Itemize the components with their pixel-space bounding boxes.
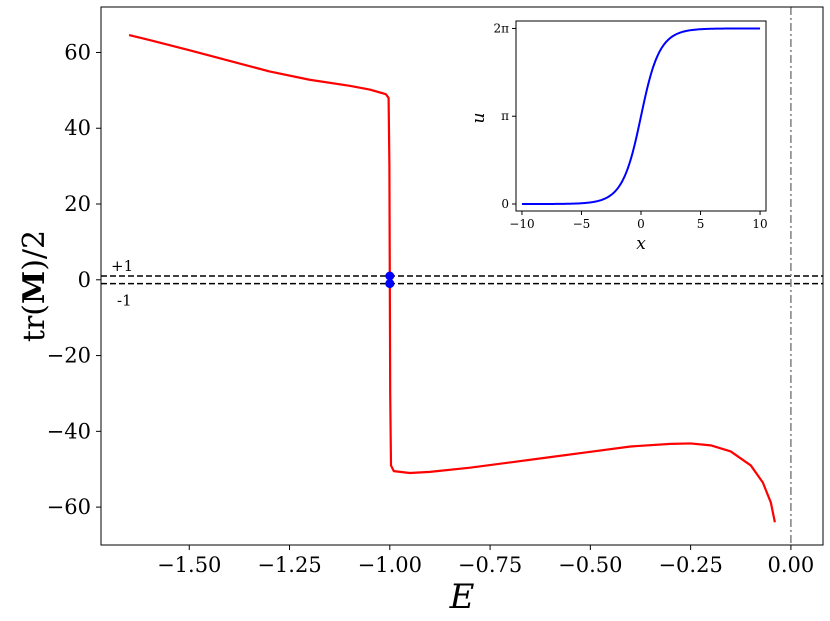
inset-x-tick-label: 10 [752, 217, 767, 231]
x-tick-label: −1.50 [157, 553, 221, 577]
x-tick-label: −0.50 [558, 553, 622, 577]
y-tick-label: −60 [47, 495, 91, 519]
x-tick-label: −0.25 [658, 553, 722, 577]
main-y-axis-label: tr(M)/2 [17, 230, 52, 342]
y-label-prefix: tr( [17, 304, 52, 342]
main-plot-frame [100, 6, 824, 546]
main-y-ticks: 60 40 20 0 −20 −40 −60 [47, 40, 101, 519]
y-tick-label: 40 [64, 116, 91, 140]
inset-x-tick-label: −10 [509, 217, 534, 231]
inset-y-tick-label: π [501, 109, 509, 123]
series-line-0 [128, 33, 776, 523]
main-plot: −1.50 −1.25 −1.00 −0.75 −0.50 −0.25 0.00 60 40 2… [17, 6, 824, 617]
marker-point-1 [385, 279, 395, 289]
inset-y-axis-label: u [469, 113, 489, 124]
x-tick-label: 0.00 [768, 553, 815, 577]
inset-y-ticks: 0 π 2π [493, 21, 516, 211]
y-label-suffix: )/2 [17, 230, 52, 271]
y-label-bold: M [17, 271, 52, 304]
y-tick-label: −40 [47, 419, 91, 443]
main-series-group [128, 33, 776, 523]
hline-label-minus-one: -1 [117, 292, 132, 310]
x-tick-label: −1.25 [257, 553, 321, 577]
inset-x-tick-label: 0 [637, 217, 645, 231]
y-tick-label: 20 [64, 192, 91, 216]
y-tick-label: 60 [64, 40, 91, 64]
y-tick-label: 0 [78, 268, 91, 292]
inset-x-tick-label: 5 [697, 217, 705, 231]
main-x-ticks: −1.50 −1.25 −1.00 −0.75 −0.50 −0.25 0.00 [157, 545, 814, 577]
y-tick-label: −20 [47, 344, 91, 368]
inset-plot: −10 −5 0 5 10 0 π 2π x u [469, 20, 768, 254]
inset-y-tick-label: 0 [501, 197, 509, 211]
main-x-axis-label: E [449, 577, 475, 617]
hline-label-plus-one: +1 [111, 257, 133, 275]
marker-point-0 [385, 271, 395, 281]
inset-x-axis-label: x [636, 234, 646, 254]
inset-series-line-0 [521, 27, 761, 206]
main-markers-group [385, 271, 395, 289]
x-tick-label: −0.75 [458, 553, 522, 577]
inset-x-tick-label: −5 [573, 217, 591, 231]
inset-x-ticks: −10 −5 0 5 10 [509, 211, 768, 231]
x-tick-label: −1.00 [358, 553, 422, 577]
inset-y-tick-label: 2π [493, 21, 509, 35]
inset-series-group [521, 27, 761, 206]
threshold-lines [101, 275, 823, 285]
